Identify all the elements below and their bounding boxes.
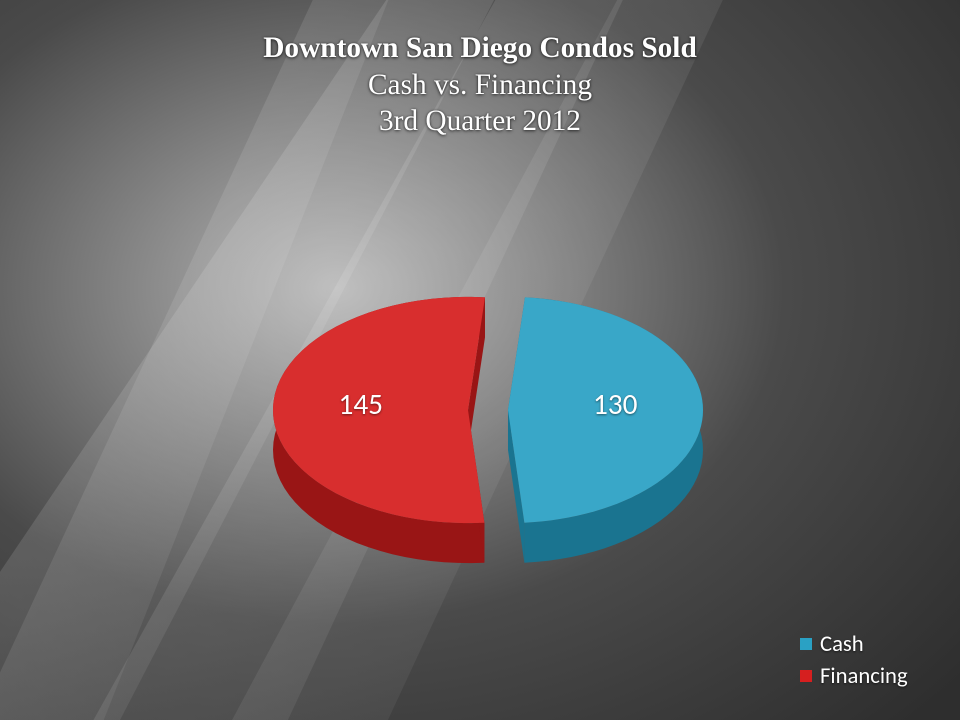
legend-item: Cash (800, 630, 908, 658)
legend: Cash Financing (800, 626, 908, 690)
legend-label: Cash (820, 630, 864, 658)
legend-item: Financing (800, 662, 908, 690)
title-line-3: 3rd Quarter 2012 (0, 103, 960, 140)
data-label: 145 (338, 386, 383, 422)
title-line-1: Downtown San Diego Condos Sold (0, 30, 960, 67)
chart-stage: Downtown San Diego Condos Sold Cash vs. … (0, 0, 960, 720)
chart-title-block: Downtown San Diego Condos Sold Cash vs. … (0, 30, 960, 140)
legend-swatch (800, 670, 812, 682)
data-label: 130 (593, 386, 638, 422)
legend-swatch (800, 638, 812, 650)
title-line-2: Cash vs. Financing (0, 67, 960, 104)
legend-label: Financing (820, 662, 908, 690)
